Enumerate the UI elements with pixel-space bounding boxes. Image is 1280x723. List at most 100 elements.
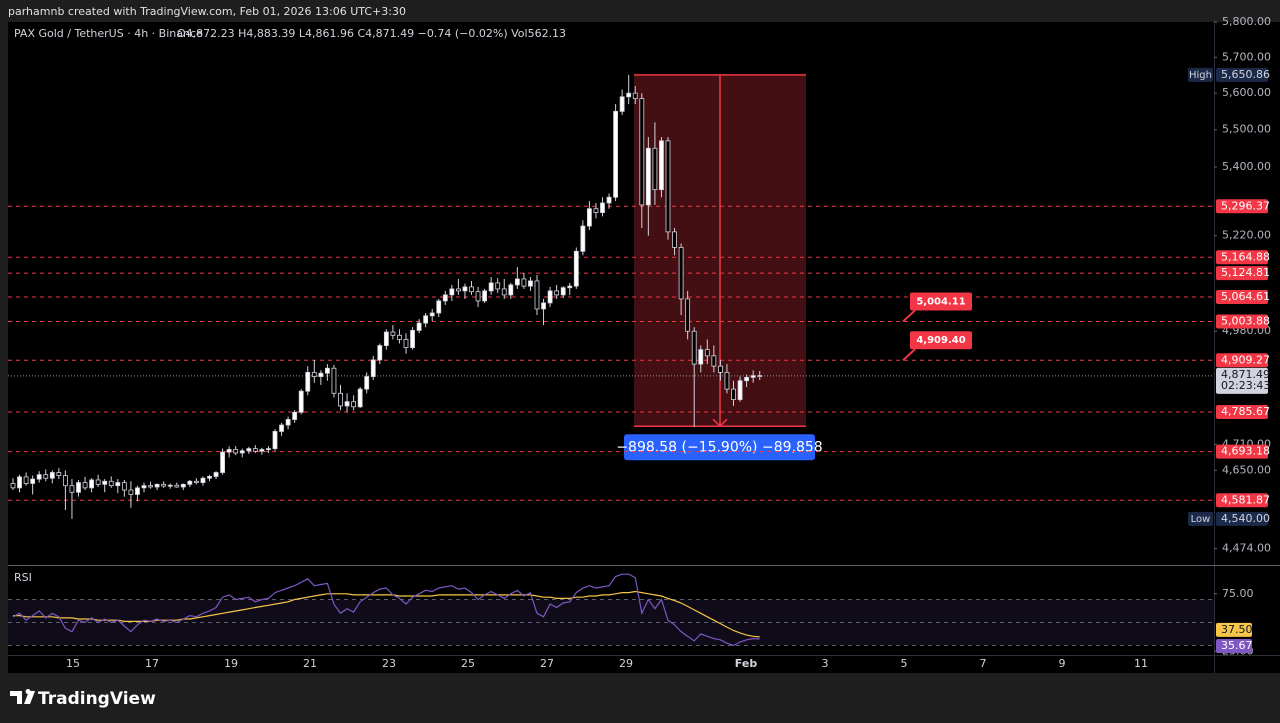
candle-body [10,483,16,489]
x-tick-label: 25 [461,657,475,670]
candle-body [36,474,42,480]
candle-body [266,448,271,451]
candle-body [547,290,553,304]
last-label-box [1216,367,1268,394]
x-tick-label: 29 [619,657,633,670]
candle-body [619,96,625,112]
candle-body [560,287,566,296]
candle-body [298,390,304,413]
candle-body [305,371,311,392]
candle-body [397,334,402,340]
candle-body [757,375,763,378]
candle-body [23,476,29,484]
logo: TradingView [10,689,156,709]
rsi-last-label: 37.50 [1221,623,1253,636]
candle-body [95,479,101,485]
low-label-box [1216,511,1268,526]
low-tag: Low [1191,514,1211,525]
candle-body [554,290,560,296]
candle-body [469,286,474,293]
candle-body [383,331,389,346]
level-label: 5,003.88 [1221,315,1270,328]
rsi-last-box [1216,638,1252,653]
level-label-box [1216,444,1268,459]
level-label-box [1216,290,1268,305]
candle-body [69,485,75,493]
candle-body [501,288,507,296]
credit: parhamnb created with TradingView.com, F… [8,5,406,18]
high-label: 5,650.86 [1221,68,1270,81]
rsi-last-label: 35.67 [1221,639,1253,652]
level-label: 4,581.87 [1221,493,1270,506]
low-tag-box [1188,511,1213,526]
low-label: 4,540.00 [1221,512,1270,525]
candle-body [678,247,684,300]
candle-body [174,484,180,488]
candle-body [285,419,291,426]
candle-body [711,355,717,367]
candle-body [403,339,409,348]
level-label: 4,909.27 [1221,353,1270,366]
candle-body [357,388,363,408]
candle-body [534,280,540,310]
candle-body [514,278,520,286]
candle-body [56,472,62,476]
level-label-box [1216,493,1268,508]
candle-body [672,231,677,248]
candle-body [724,371,730,390]
candle-body [252,448,258,452]
level-label: 4,693.18 [1221,445,1270,458]
x-tick-label: 23 [382,657,396,670]
candle-body [226,449,232,453]
level-label-box [1216,250,1268,265]
y-tick-label: 5,700.00 [1222,50,1271,63]
y-tick-label: 4,650.00 [1222,463,1271,476]
candle-body [665,140,671,233]
last-label: 4,871.49 [1221,368,1270,381]
candle-body [331,367,337,394]
x-tick-label: 17 [145,657,159,670]
candle-body [220,451,226,473]
candle-body [718,365,723,373]
candle-body [272,431,278,450]
candle-body [744,376,749,382]
rsi-line [13,590,760,638]
candle-body [324,367,330,374]
x-tick-label: 15 [66,657,80,670]
ohlc-legend: O4,872.23 H4,883.39 L4,861.96 C4,871.49 … [177,27,566,40]
candle-body [449,288,455,296]
candle-body [311,371,317,377]
level-label: 5,124.81 [1221,266,1270,279]
logo-icon [10,689,35,704]
candle-body [193,480,199,483]
rsi-last-box [1216,622,1252,637]
y-tick-label: 5,220.00 [1222,229,1271,242]
candle-body [82,482,88,489]
candle-body [200,477,206,483]
y-tick-label: 5,600.00 [1222,86,1271,99]
candle-body [141,485,147,489]
candle-body [613,110,618,198]
candle-body [416,322,422,331]
candle-body [580,225,586,252]
x-tick-label: 3 [822,657,829,670]
y-tick-label: 5,400.00 [1222,160,1271,173]
high-label-box [1216,67,1268,82]
level-label-box [1216,353,1268,368]
candle-body [455,288,461,292]
candle-body [128,489,134,495]
level-label-box [1216,266,1268,281]
rsi-line [12,573,760,647]
x-tick-label: 27 [540,657,554,670]
candle-body [213,472,219,477]
candle-body [731,388,736,400]
x-tick-label: 21 [303,657,317,670]
candle-body [233,449,239,454]
candle-body [475,291,481,302]
candle-body [318,372,324,377]
candle-body [567,285,573,289]
candle-body [148,485,153,488]
candle-body [521,278,527,287]
candle-body [121,482,127,491]
candle-body [154,483,160,488]
